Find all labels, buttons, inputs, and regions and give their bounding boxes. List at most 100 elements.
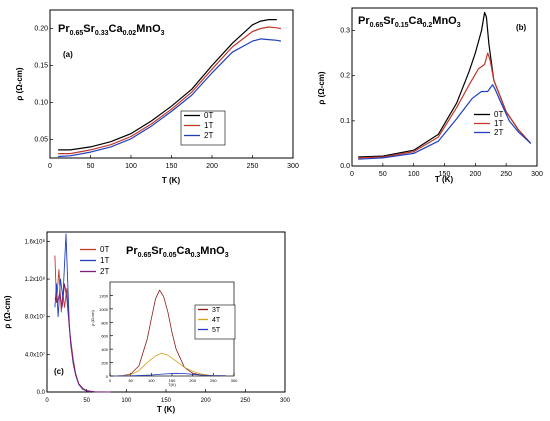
title-part: MnO xyxy=(432,15,457,27)
panel-c-legend: 0T 1T 2T xyxy=(80,245,109,276)
title-subscript: 3 xyxy=(457,22,461,29)
title-subscript: 3 xyxy=(225,252,229,259)
title-part: Sr xyxy=(151,245,163,257)
x-tick-label: 250 xyxy=(247,163,259,170)
x-tick-label: 50 xyxy=(87,163,95,170)
x-tick-label: 300 xyxy=(287,163,299,170)
x-tick-label: 0 xyxy=(109,378,112,383)
y-tick-label: 0.20 xyxy=(34,26,48,33)
panel-a-series xyxy=(58,19,282,158)
y-tick-label: 0.0 xyxy=(340,163,350,170)
x-tick-label: 0 xyxy=(48,163,52,170)
title-part: Ca xyxy=(177,245,192,257)
x-tick-label: 50 xyxy=(379,171,387,178)
panel-b-ylabel: ρ (Ω-cm) xyxy=(317,71,326,104)
panel-b-ticks: 0 50 100 150 200 250 300 0.0 0.1 0.2 0.3 xyxy=(340,28,543,178)
series-line-4T xyxy=(114,352,226,377)
inset-series xyxy=(114,289,226,377)
y-tick-label: 1.2x10⁸ xyxy=(24,276,45,283)
panel-b-chart: Pr0.65Sr0.15Ca0.2MnO3 (b) T (K) ρ (Ω-cm)… xyxy=(317,7,543,184)
x-tick-label: 200 xyxy=(189,378,196,383)
title-subscript: 0.2 xyxy=(423,22,433,29)
title-subscript: 0.3 xyxy=(191,252,201,259)
panel-c-chart: Pr0.65Sr0.05Ca0.3MnO3 (c) T (K) ρ (Ω-cm)… xyxy=(3,231,291,414)
panel-b-title: Pr0.65Sr0.15Ca0.2MnO3 xyxy=(358,15,461,29)
panel-c-ylabel: ρ (Ω-cm) xyxy=(3,295,12,328)
y-tick-label: 1000 xyxy=(99,307,109,312)
y-tick-label: 8.0x10⁷ xyxy=(25,314,45,321)
title-part: Pr xyxy=(358,15,370,27)
inset-ylabel: ρ (Ω-cm) xyxy=(90,309,95,325)
y-tick-label: 4.0x10⁷ xyxy=(25,351,45,358)
title-part: Ca xyxy=(109,23,124,35)
panel-a-ylabel: ρ (Ω-cm) xyxy=(15,67,24,100)
y-tick-label: 400 xyxy=(101,347,108,352)
panel-b-series xyxy=(358,11,532,160)
title-subscript: 0.15 xyxy=(395,22,409,29)
series-line-2T xyxy=(58,38,282,158)
series-line-2T xyxy=(54,283,111,393)
x-tick-label: 300 xyxy=(280,398,291,404)
y-tick-label: 0 xyxy=(106,374,109,379)
legend-label-0T: 0T xyxy=(204,111,213,120)
title-part: MnO xyxy=(200,245,225,257)
title-part: MnO xyxy=(136,23,161,35)
x-tick-label: 100 xyxy=(121,398,132,404)
panel-a-chart: Pr0.65Sr0.33Ca0.02MnO3 (a) T (K) ρ (Ω-cm… xyxy=(15,9,299,185)
y-tick-label: 1200 xyxy=(99,293,109,298)
y-tick-label: 0.15 xyxy=(34,63,48,70)
panel-b-letter: (b) xyxy=(516,23,527,32)
x-tick-label: 200 xyxy=(201,398,212,404)
panel-a-title: Pr0.65Sr0.33Ca0.02MnO3 xyxy=(58,23,165,37)
panel-a-letter: (a) xyxy=(63,50,73,59)
legend-label-2T: 2T xyxy=(494,128,503,137)
title-part: Sr xyxy=(383,15,395,27)
title-subscript: 0.05 xyxy=(163,252,177,259)
legend-box xyxy=(194,304,236,340)
x-tick-label: 150 xyxy=(166,163,178,170)
x-tick-label: 300 xyxy=(231,378,238,383)
legend-label-1T: 1T xyxy=(494,119,503,128)
panel-c-inset: T(K) ρ (Ω-cm) 0 50 100 150 200 250 300 0 200 400 6… xyxy=(90,281,238,387)
x-tick-label: 200 xyxy=(469,171,481,178)
x-tick-label: 0 xyxy=(350,171,354,178)
panel-c-series xyxy=(54,233,111,393)
y-tick-label: 800 xyxy=(101,320,108,325)
panel-c-letter: (c) xyxy=(54,367,64,376)
series-line-2T xyxy=(358,84,532,160)
legend-label-4T: 4T xyxy=(212,317,221,324)
panel-c-ticks: 0 50 100 150 200 250 3000.04.0x10⁷8.0x10⁷1.2x1… xyxy=(24,238,290,404)
y-tick-label: 1.6x10⁸ xyxy=(24,238,45,245)
y-tick-label: 0.10 xyxy=(34,100,48,107)
legend-label-0T: 0T xyxy=(494,110,503,119)
legend-label-5T: 5T xyxy=(212,327,221,334)
panel-c-xlabel: T (K) xyxy=(157,405,176,414)
title-subscript: 0.65 xyxy=(370,22,384,29)
x-tick-label: 100 xyxy=(125,163,137,170)
y-tick-label: 0.05 xyxy=(34,137,48,144)
title-subscript: 0.02 xyxy=(123,30,137,37)
x-tick-label: 150 xyxy=(439,171,451,178)
series-line-0T xyxy=(58,19,277,151)
legend-label-3T: 3T xyxy=(212,307,221,314)
x-tick-label: 100 xyxy=(148,378,155,383)
inset-legend: 3T 4T 5T xyxy=(194,304,236,340)
series-line-5T xyxy=(114,372,226,377)
legend-label-0T: 0T xyxy=(100,245,109,254)
x-tick-label: 150 xyxy=(161,398,172,404)
legend-label-2T: 2T xyxy=(204,131,213,140)
panel-b-plot-area xyxy=(351,7,538,167)
title-subscript: 3 xyxy=(161,30,165,37)
panel-a-ticks: 0 50 100 150 200 250 300 0.05 0.10 0.15 0.20 xyxy=(34,26,299,171)
title-part: Pr xyxy=(126,245,138,257)
x-tick-label: 250 xyxy=(240,398,251,404)
legend-label-1T: 1T xyxy=(100,256,109,265)
y-tick-label: 0.0 xyxy=(37,390,46,396)
title-part: Ca xyxy=(409,15,424,27)
y-tick-label: 0.2 xyxy=(340,73,350,80)
x-tick-label: 200 xyxy=(206,163,218,170)
title-subscript: 0.65 xyxy=(138,252,152,259)
